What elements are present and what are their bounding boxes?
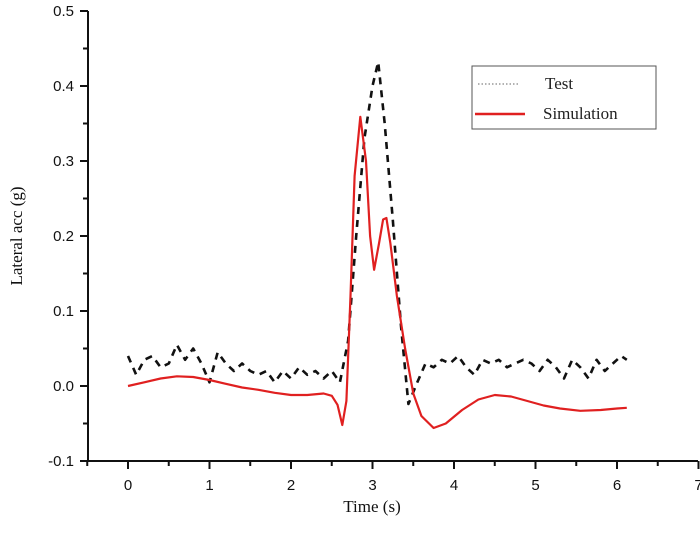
y-ticks: -0.1 0.0 0.1 0.2 0.3 0.4 0.5 bbox=[48, 3, 88, 470]
x-ticks: 0 1 2 3 4 5 6 7 bbox=[86, 461, 700, 494]
y-tick-label: 0.5 bbox=[53, 3, 74, 20]
y-tick-label: 0.4 bbox=[53, 78, 74, 95]
y-tick-label: -0.1 bbox=[48, 453, 74, 470]
x-tick-label: 1 bbox=[205, 477, 213, 494]
x-tick-label: 0 bbox=[124, 477, 132, 494]
x-axis-title: Time (s) bbox=[343, 497, 400, 516]
x-tick-label: 5 bbox=[531, 477, 539, 494]
x-tick-label: 2 bbox=[287, 477, 295, 494]
y-tick-label: 0.1 bbox=[53, 303, 74, 320]
y-axis-title: Lateral acc (g) bbox=[7, 186, 26, 285]
series-group bbox=[126, 60, 628, 430]
y-tick-label: 0.3 bbox=[53, 153, 74, 170]
y-tick-label: 0.0 bbox=[53, 378, 74, 395]
series-line-simulation bbox=[127, 115, 627, 430]
legend-label-simulation: Simulation bbox=[543, 104, 618, 123]
legend-box bbox=[471, 65, 657, 130]
x-tick-label: 3 bbox=[368, 477, 376, 494]
x-tick-label: 6 bbox=[613, 477, 621, 494]
x-tick-label: 7 bbox=[694, 477, 700, 494]
x-tick-label: 4 bbox=[450, 477, 458, 494]
y-tick-label: 0.2 bbox=[53, 228, 74, 245]
legend: Test Simulation bbox=[471, 65, 657, 130]
legend-label-test: Test bbox=[545, 74, 573, 93]
